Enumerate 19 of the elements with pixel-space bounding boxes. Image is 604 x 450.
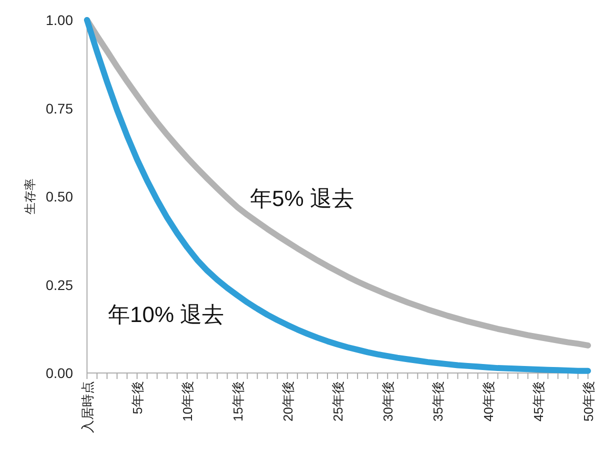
x-tick-label: 10年後: [180, 381, 196, 422]
y-tick-label: 0.00: [46, 365, 74, 381]
x-tick-label: 15年後: [230, 381, 246, 422]
y-tick-label: 0.50: [46, 188, 74, 204]
x-tick-label: 入居時点: [80, 381, 95, 433]
x-tick-label: 5年後: [130, 381, 146, 414]
x-tick-label: 40年後: [480, 381, 496, 422]
y-tick-label: 1.00: [46, 12, 74, 28]
y-tick-label: 0.75: [46, 100, 74, 116]
x-tick-label: 45年後: [530, 381, 546, 422]
series-label: 年10% 退去: [108, 302, 224, 327]
series-label: 年5% 退去: [250, 186, 354, 211]
y-axis-title: 生存率: [23, 178, 37, 214]
x-tick-label: 20年後: [280, 381, 296, 422]
y-tick-label: 0.25: [46, 276, 74, 293]
x-tick-label: 50年後: [581, 381, 596, 422]
x-tick-label: 35年後: [430, 381, 446, 422]
x-tick-label: 25年後: [330, 381, 346, 422]
x-tick-label: 30年後: [380, 381, 396, 422]
